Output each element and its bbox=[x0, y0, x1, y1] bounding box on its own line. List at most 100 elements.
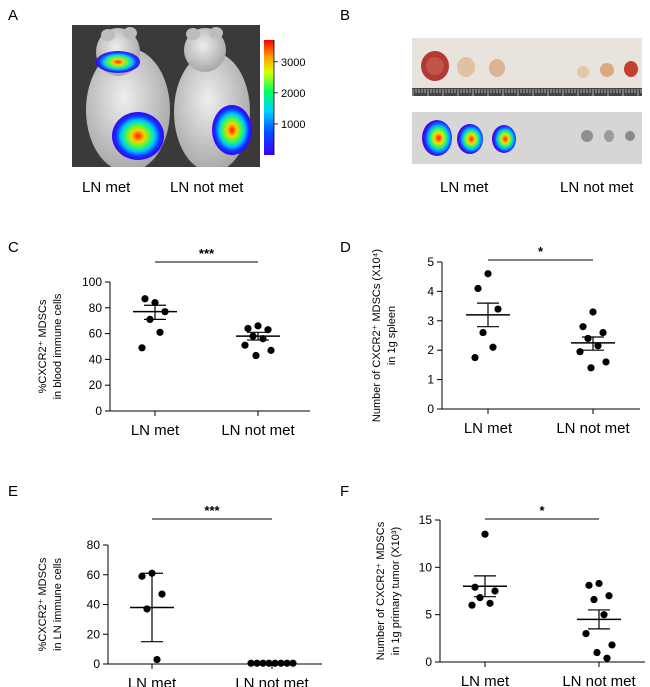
data-point bbox=[468, 601, 476, 609]
panel-letter-f: F bbox=[340, 483, 349, 500]
data-point bbox=[476, 594, 484, 602]
data-point bbox=[471, 583, 479, 591]
y-tick-label: 40 bbox=[89, 352, 103, 366]
data-point bbox=[484, 270, 492, 278]
y-axis-label: in blood immune cells bbox=[52, 293, 64, 399]
signal-right-tumor bbox=[212, 105, 252, 155]
data-point bbox=[138, 344, 146, 352]
panel-b-label-ln-met: LN met bbox=[440, 179, 489, 196]
data-point bbox=[486, 599, 494, 607]
data-point bbox=[481, 530, 489, 538]
data-point bbox=[259, 659, 267, 667]
panel-b-label-ln-not-met: LN not met bbox=[560, 179, 634, 196]
y-axis-label: in LN immune cells bbox=[52, 558, 64, 651]
data-point bbox=[474, 284, 482, 293]
significance-label: *** bbox=[199, 246, 215, 261]
node-tan-2 bbox=[489, 59, 505, 77]
node-tan-1 bbox=[457, 57, 475, 77]
signal-left-tumor bbox=[112, 112, 164, 160]
y-tick-label: 15 bbox=[419, 513, 433, 527]
data-point bbox=[593, 648, 601, 657]
y-tick-label: 100 bbox=[82, 275, 102, 289]
y-tick-label: 5 bbox=[427, 255, 434, 269]
data-point bbox=[148, 569, 156, 577]
panel-b-image-top bbox=[412, 38, 642, 96]
data-point bbox=[143, 605, 151, 613]
data-point bbox=[156, 328, 164, 336]
chart-e: 0 20 40 60 80 LN met LN not met %CXCR2⁺ MDSCs in… bbox=[37, 503, 322, 687]
data-point bbox=[141, 295, 149, 303]
y-axis-label: %CXCR2⁺ MDSCs bbox=[37, 299, 49, 393]
data-point bbox=[479, 328, 487, 337]
panel-letter-a: A bbox=[8, 7, 18, 24]
panel-a-label-ln-met: LN met bbox=[82, 179, 131, 196]
y-tick-label: 4 bbox=[427, 284, 434, 298]
node-signal-3 bbox=[492, 125, 516, 153]
data-point bbox=[471, 353, 479, 362]
node-tan-4 bbox=[600, 63, 614, 77]
ruler-ticks bbox=[412, 89, 642, 96]
panel-b-image-bottom bbox=[412, 112, 642, 164]
y-tick-label: 5 bbox=[425, 608, 432, 622]
data-point bbox=[267, 346, 275, 354]
data-point bbox=[277, 659, 285, 667]
data-point bbox=[491, 587, 499, 595]
data-point bbox=[244, 324, 252, 333]
y-tick-label: 2 bbox=[427, 343, 434, 357]
data-point bbox=[582, 630, 590, 638]
y-tick-label: 20 bbox=[89, 378, 103, 392]
x-category-label: LN met bbox=[461, 673, 510, 687]
data-point bbox=[271, 659, 279, 667]
data-point bbox=[589, 308, 597, 316]
x-category-label: LN not met bbox=[235, 675, 309, 687]
data-point bbox=[249, 332, 257, 340]
data-point bbox=[264, 326, 272, 334]
colorbar bbox=[264, 40, 274, 155]
y-axis-label: Number of CXCR2⁺ MDSCs (X10⁴) bbox=[371, 249, 383, 422]
data-point bbox=[259, 335, 267, 343]
data-point bbox=[153, 655, 161, 664]
data-point bbox=[608, 641, 616, 649]
data-point bbox=[587, 364, 595, 372]
node-no-signal-1 bbox=[581, 130, 593, 142]
data-point bbox=[600, 611, 608, 619]
data-point bbox=[265, 659, 273, 667]
y-tick-label: 10 bbox=[419, 560, 433, 574]
y-tick-label: 60 bbox=[89, 327, 103, 341]
data-point bbox=[494, 305, 502, 313]
panel-letter-e: E bbox=[8, 483, 18, 500]
data-point bbox=[138, 572, 146, 580]
y-tick-label: 20 bbox=[87, 627, 101, 641]
significance-label: * bbox=[538, 244, 544, 259]
node-signal-2 bbox=[457, 124, 483, 154]
data-point bbox=[252, 351, 260, 360]
colorbar-tick-label: 1000 bbox=[281, 119, 305, 131]
significance-label: *** bbox=[204, 503, 220, 518]
panel-a-image bbox=[72, 25, 260, 167]
y-tick-label: 0 bbox=[425, 655, 432, 669]
data-point bbox=[602, 358, 610, 366]
x-category-label: LN not met bbox=[562, 673, 636, 687]
data-point bbox=[605, 592, 613, 600]
data-point bbox=[585, 581, 593, 589]
y-axis-label: %CXCR2⁺ MDSCs bbox=[37, 557, 49, 651]
x-category-label: LN met bbox=[464, 420, 513, 437]
node-tan-3 bbox=[577, 66, 589, 78]
x-category-label: LN not met bbox=[221, 422, 295, 439]
panel-letter-c: C bbox=[8, 239, 19, 256]
panel-a-label-ln-not-met: LN not met bbox=[170, 179, 244, 196]
data-point bbox=[489, 343, 497, 351]
y-tick-label: 0 bbox=[427, 402, 434, 416]
panel-letter-b: B bbox=[340, 7, 350, 24]
y-axis-label: Number of CXCR2⁺ MDSCs bbox=[375, 521, 387, 660]
y-axis-label: in 1g spleen bbox=[386, 306, 398, 365]
data-point bbox=[151, 299, 159, 307]
data-point bbox=[595, 579, 603, 588]
y-tick-label: 40 bbox=[87, 598, 101, 612]
data-point bbox=[253, 659, 261, 667]
data-point bbox=[579, 323, 587, 331]
node-no-signal-3 bbox=[625, 131, 635, 141]
data-point bbox=[247, 659, 255, 667]
node-no-signal-2 bbox=[604, 130, 614, 142]
